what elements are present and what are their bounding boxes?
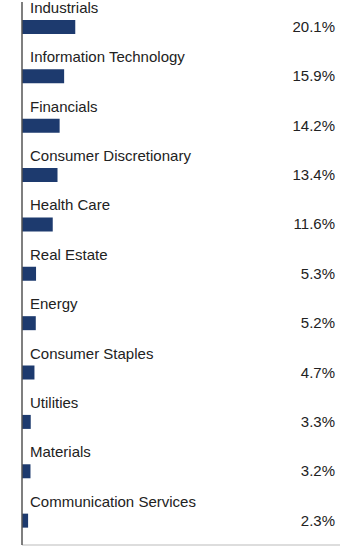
svg-text:4.7%: 4.7% [301, 364, 335, 381]
svg-text:14.2%: 14.2% [292, 117, 335, 134]
svg-text:20.1%: 20.1% [292, 18, 335, 35]
svg-text:13.4%: 13.4% [292, 166, 335, 183]
svg-text:Energy: Energy [30, 295, 78, 312]
svg-text:Industrials: Industrials [30, 0, 98, 16]
svg-text:Real Estate: Real Estate [30, 246, 108, 263]
svg-text:5.2%: 5.2% [301, 314, 335, 331]
svg-text:11.6%: 11.6% [294, 215, 335, 232]
svg-text:Health Care: Health Care [30, 196, 110, 213]
svg-text:Utilities: Utilities [30, 394, 78, 411]
svg-text:Financials: Financials [30, 98, 98, 115]
svg-text:15.9%: 15.9% [292, 67, 335, 84]
svg-text:Consumer Staples: Consumer Staples [30, 345, 153, 362]
svg-text:Information Technology: Information Technology [30, 48, 185, 65]
svg-text:Consumer Discretionary: Consumer Discretionary [30, 147, 191, 164]
svg-text:3.3%: 3.3% [301, 413, 335, 430]
svg-text:5.3%: 5.3% [301, 265, 335, 282]
svg-text:Communication Services: Communication Services [30, 493, 196, 510]
svg-text:2.3%: 2.3% [301, 512, 335, 529]
svg-text:Materials: Materials [30, 443, 91, 460]
svg-text:3.2%: 3.2% [301, 462, 335, 479]
